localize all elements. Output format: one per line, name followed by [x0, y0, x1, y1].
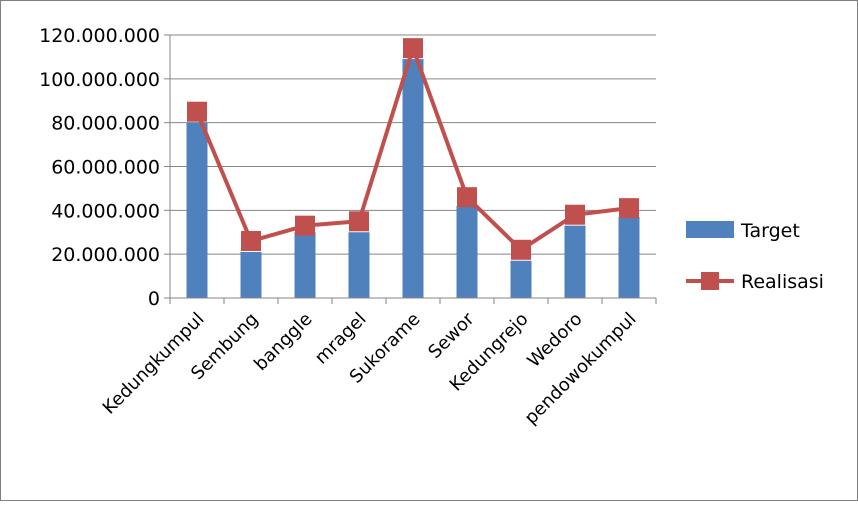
y-tick-label: 80.000.000 [51, 113, 160, 135]
bar-target [510, 260, 532, 298]
realisasi-marker [511, 239, 531, 260]
legend-realisasi-marker [701, 272, 719, 290]
x-tick-labels: KedungkumpulSembungbangglemragelSukorame… [99, 308, 641, 428]
bar-target [618, 216, 640, 298]
legend-target-swatch [686, 221, 734, 238]
realisasi-marker [457, 187, 477, 208]
bar-target [564, 225, 586, 298]
x-tick-label: banggle [250, 309, 316, 375]
line-group [187, 38, 639, 260]
y-tick-label: 40.000.000 [51, 200, 160, 222]
bar-target [456, 205, 478, 298]
realisasi-marker [619, 198, 639, 219]
y-tick-label: 20.000.000 [51, 244, 160, 266]
y-tick-label: 0 [148, 288, 160, 310]
bar-target [240, 251, 262, 298]
y-tick-label: 60.000.000 [51, 157, 160, 179]
realisasi-marker [241, 231, 261, 252]
y-tick-labels: 0 20.000.000 40.000.000 60.000.000 80.000.00… [39, 25, 170, 310]
bar-target [348, 232, 370, 298]
legend-realisasi-label: Realisasi [741, 271, 824, 293]
realisasi-marker [565, 204, 585, 225]
bar-target [402, 59, 424, 298]
realisasi-marker [295, 215, 315, 236]
realisasi-marker [187, 101, 207, 122]
bar-target [294, 232, 316, 298]
legend: Target Realisasi [686, 220, 824, 293]
y-tick-label: 100.000.000 [39, 69, 160, 91]
realisasi-marker [349, 211, 369, 232]
bars-group [186, 59, 640, 299]
legend-target-label: Target [740, 220, 800, 242]
bar-target [186, 122, 208, 299]
y-tick-label: 120.000.000 [39, 25, 160, 47]
realisasi-marker [403, 38, 423, 59]
